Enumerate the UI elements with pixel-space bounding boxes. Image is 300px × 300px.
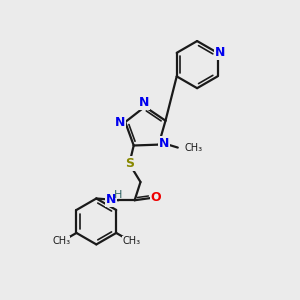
Text: N: N bbox=[159, 137, 169, 150]
Text: O: O bbox=[151, 191, 161, 204]
Text: CH₃: CH₃ bbox=[184, 142, 202, 153]
Text: CH₃: CH₃ bbox=[122, 236, 141, 246]
Text: H: H bbox=[114, 190, 122, 200]
Text: N: N bbox=[139, 96, 149, 109]
Text: N: N bbox=[115, 116, 125, 129]
Text: S: S bbox=[125, 157, 134, 170]
Text: CH₃: CH₃ bbox=[52, 236, 70, 246]
Text: N: N bbox=[215, 46, 225, 59]
Text: N: N bbox=[106, 193, 116, 206]
